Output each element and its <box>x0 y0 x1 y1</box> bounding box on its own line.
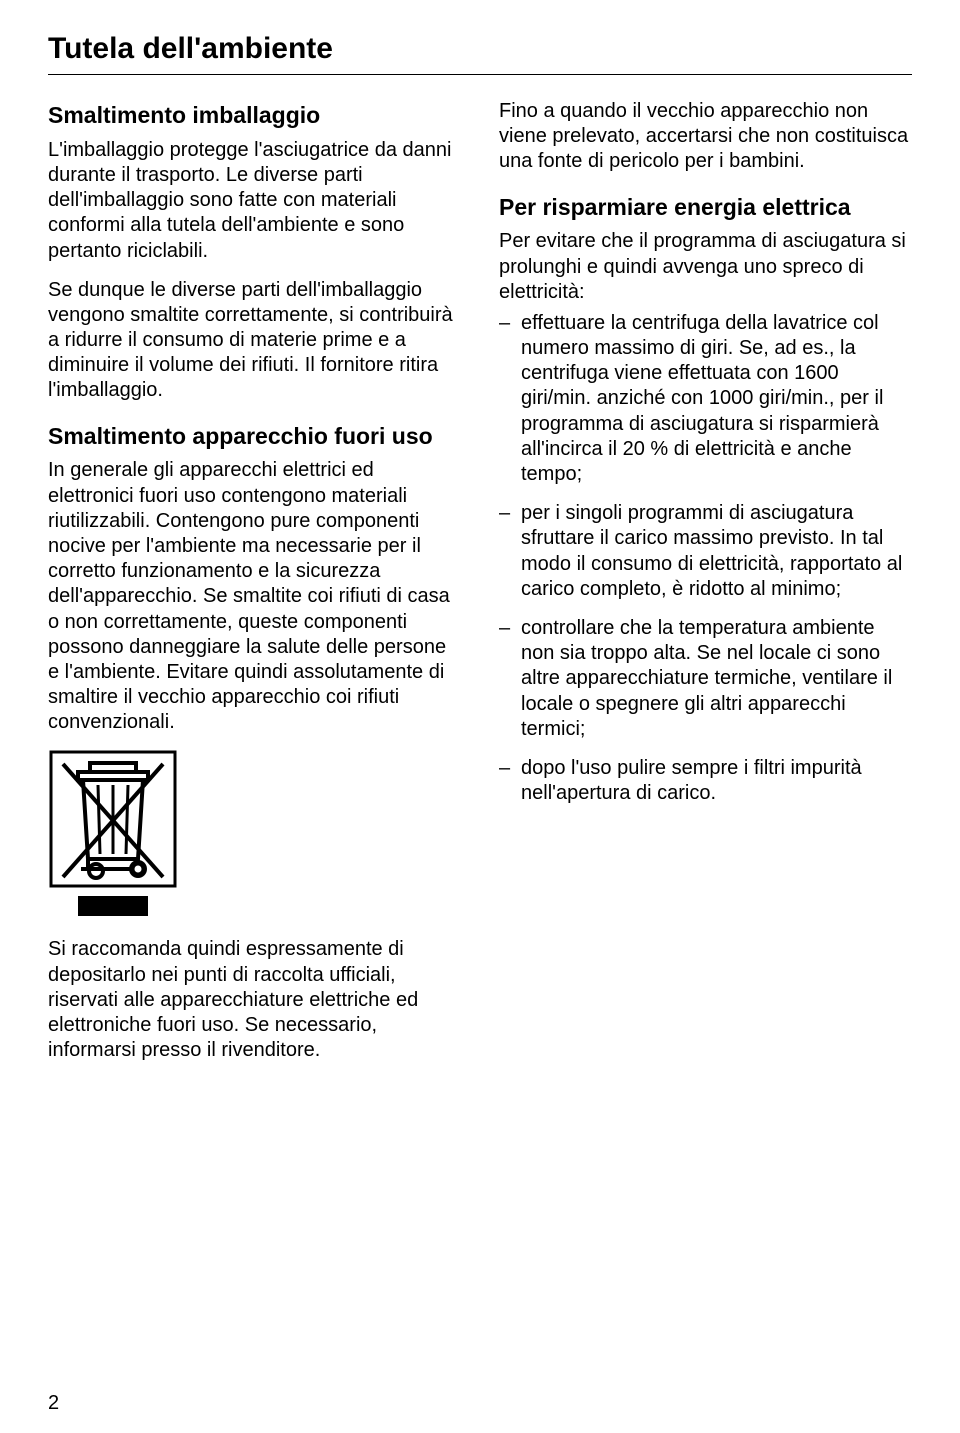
list-item: controllare che la temperatura ambiente … <box>499 616 912 742</box>
weee-crossed-bin-icon <box>48 749 178 919</box>
list-item: dopo l'uso pulire sempre i filtri impuri… <box>499 756 912 806</box>
heading-apparecchio: Smaltimento apparecchio fuori uso <box>48 422 461 451</box>
page-number: 2 <box>48 1392 59 1415</box>
para-imballaggio-1: L'imballaggio protegge l'asciugatrice da… <box>48 138 461 264</box>
energy-tips-list: effettuare la centrifuga della lavatrice… <box>499 311 912 806</box>
right-column: Fino a quando il vecchio apparecchio non… <box>499 99 912 1077</box>
page-title: Tutela dell'ambiente <box>48 32 912 66</box>
content-columns: Smaltimento imballaggio L'imballaggio pr… <box>48 99 912 1077</box>
para-raccomanda: Si raccomanda quindi espressamente di de… <box>48 937 461 1063</box>
list-item: effettuare la centrifuga della lavatrice… <box>499 311 912 487</box>
para-apparecchio-1: In generale gli apparecchi elettrici ed … <box>48 458 461 735</box>
para-imballaggio-2: Se dunque le diverse parti dell'imballag… <box>48 278 461 404</box>
para-energia-intro: Per evitare che il programma di asciugat… <box>499 229 912 305</box>
title-divider <box>48 74 912 75</box>
para-bambini: Fino a quando il vecchio apparecchio non… <box>499 99 912 175</box>
heading-imballaggio: Smaltimento imballaggio <box>48 101 461 130</box>
heading-energia: Per risparmiare energia elettrica <box>499 193 912 222</box>
list-item: per i singoli programmi di asciugatura s… <box>499 501 912 602</box>
left-column: Smaltimento imballaggio L'imballaggio pr… <box>48 99 461 1077</box>
